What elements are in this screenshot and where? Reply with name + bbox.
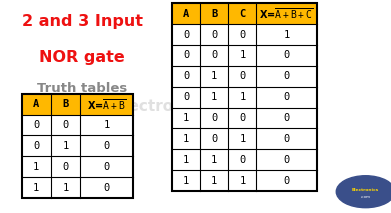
Text: 0: 0 <box>183 30 189 39</box>
Text: 0: 0 <box>239 155 246 165</box>
Text: 1: 1 <box>33 183 39 193</box>
Text: 1: 1 <box>104 120 109 130</box>
Text: 0: 0 <box>183 71 189 81</box>
Text: 1: 1 <box>211 176 217 186</box>
Text: 0: 0 <box>183 50 189 60</box>
Text: 0: 0 <box>284 71 290 81</box>
Bar <box>172 3 317 191</box>
Text: C: C <box>239 9 246 19</box>
Bar <box>22 94 133 198</box>
Text: 1: 1 <box>33 162 39 172</box>
Text: 1: 1 <box>211 92 217 102</box>
Text: electronicarea.com: electronicarea.com <box>113 99 278 114</box>
Text: B: B <box>211 9 217 19</box>
Bar <box>172 3 317 191</box>
Text: 0: 0 <box>63 162 68 172</box>
Bar <box>22 94 133 198</box>
Text: 0: 0 <box>183 92 189 102</box>
Text: 1: 1 <box>211 71 217 81</box>
Text: 0: 0 <box>284 92 290 102</box>
Text: 0: 0 <box>284 113 290 123</box>
Text: Truth tables: Truth tables <box>37 82 127 95</box>
Text: 0: 0 <box>33 120 39 130</box>
Text: 1: 1 <box>239 92 246 102</box>
Text: 0: 0 <box>211 50 217 60</box>
Text: 1: 1 <box>183 155 189 165</box>
Bar <box>22 94 133 115</box>
Text: Electronics: Electronics <box>352 188 379 191</box>
Text: B: B <box>63 99 68 109</box>
Text: 0: 0 <box>211 30 217 39</box>
Text: 0: 0 <box>284 134 290 144</box>
Text: 0: 0 <box>239 71 246 81</box>
Text: 1: 1 <box>63 183 68 193</box>
Text: NOR gate: NOR gate <box>39 50 125 65</box>
Text: 0: 0 <box>284 50 290 60</box>
Text: 0: 0 <box>104 183 109 193</box>
Text: 1: 1 <box>239 50 246 60</box>
Text: 0: 0 <box>284 155 290 165</box>
Text: A: A <box>183 9 189 19</box>
Bar <box>172 3 317 24</box>
Text: 1: 1 <box>239 176 246 186</box>
Text: 0: 0 <box>239 30 246 39</box>
Text: X=$\overline{\mathtt{A+B}}$: X=$\overline{\mathtt{A+B}}$ <box>87 97 126 112</box>
Text: 1: 1 <box>63 141 68 151</box>
Text: 0: 0 <box>63 120 68 130</box>
Text: .com: .com <box>361 195 371 199</box>
Text: 2 and 3 Input: 2 and 3 Input <box>22 14 143 29</box>
Circle shape <box>336 176 391 208</box>
Text: 1: 1 <box>239 134 246 144</box>
Text: A: A <box>33 99 39 109</box>
Text: 0: 0 <box>211 113 217 123</box>
Text: 0: 0 <box>33 141 39 151</box>
Text: 1: 1 <box>211 155 217 165</box>
Text: 0: 0 <box>104 162 109 172</box>
Text: 0: 0 <box>284 176 290 186</box>
Text: 0: 0 <box>211 134 217 144</box>
Text: 0: 0 <box>239 113 246 123</box>
Text: 1: 1 <box>183 134 189 144</box>
Text: 0: 0 <box>104 141 109 151</box>
Text: 1: 1 <box>183 113 189 123</box>
Text: 1: 1 <box>284 30 290 39</box>
Text: 1: 1 <box>183 176 189 186</box>
Text: X=$\overline{\mathtt{A+B+C}}$: X=$\overline{\mathtt{A+B+C}}$ <box>260 6 314 21</box>
